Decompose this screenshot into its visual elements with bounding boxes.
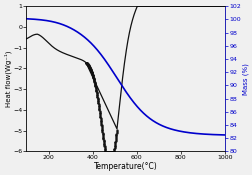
X-axis label: Temperature(°C): Temperature(°C) [93, 162, 157, 171]
Y-axis label: Mass (%): Mass (%) [241, 63, 248, 95]
Y-axis label: Heat flow(Wg⁻¹): Heat flow(Wg⁻¹) [4, 50, 12, 107]
